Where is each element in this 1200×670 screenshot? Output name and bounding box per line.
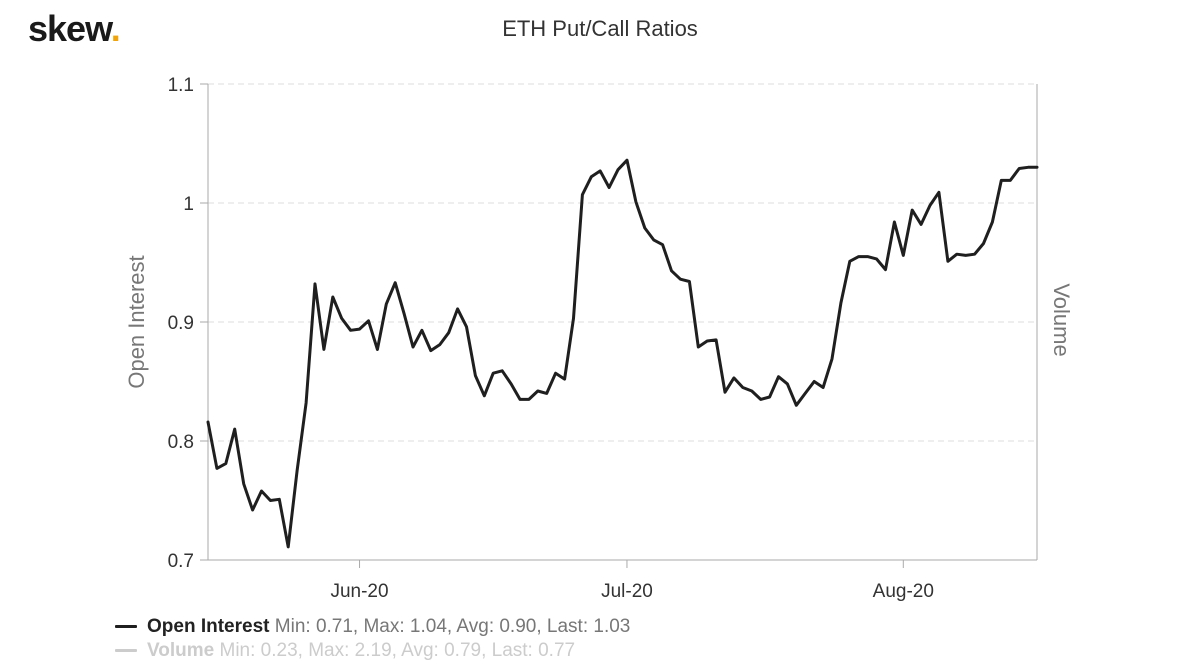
y-tick-label: 0.8 [168,432,194,453]
series [206,158,1039,549]
tick-labels: 0.7 0.8 0.9 1 1.1 Jun-20 Jul-20 Aug-20 [168,75,934,602]
legend-label: Open Interest [147,616,270,637]
x-tick-label: Jun-20 [330,581,388,602]
y-tick-label: 0.9 [168,313,194,334]
y-tick-label: 1 [183,194,194,215]
y-tick-label: 0.7 [168,551,194,572]
x-tick-label: Aug-20 [873,581,934,602]
y2-axis-label: Volume [1049,283,1074,356]
legend-item-open-interest[interactable]: Open Interest Min: 0.71, Max: 1.04, Avg:… [115,616,630,638]
x-tick-label: Jul-20 [601,581,653,602]
grid [208,83,1037,442]
axis-labels: Open Interest Volume [124,255,1074,388]
y-axis-label: Open Interest [124,255,149,388]
chart-title: ETH Put/Call Ratios [502,16,698,41]
legend-stats: Min: 0.71, Max: 1.04, Avg: 0.90, Last: 1… [274,616,631,637]
series-line-open-interest [206,158,1039,549]
legend-stats: Min: 0.23, Max: 2.19, Avg: 0.79, Last: 0… [219,640,576,661]
y-tick-label: 1.1 [168,75,194,96]
axes [200,83,1038,568]
skew-logo: skew. [28,8,121,50]
legend-label: Volume [147,640,215,661]
legend-swatch [115,625,137,629]
legend-item-volume[interactable]: Volume Min: 0.23, Max: 2.19, Avg: 0.79, … [115,640,575,662]
legend-swatch [115,649,137,653]
logo-dot: . [110,8,121,49]
logo-text: skew [28,8,112,49]
